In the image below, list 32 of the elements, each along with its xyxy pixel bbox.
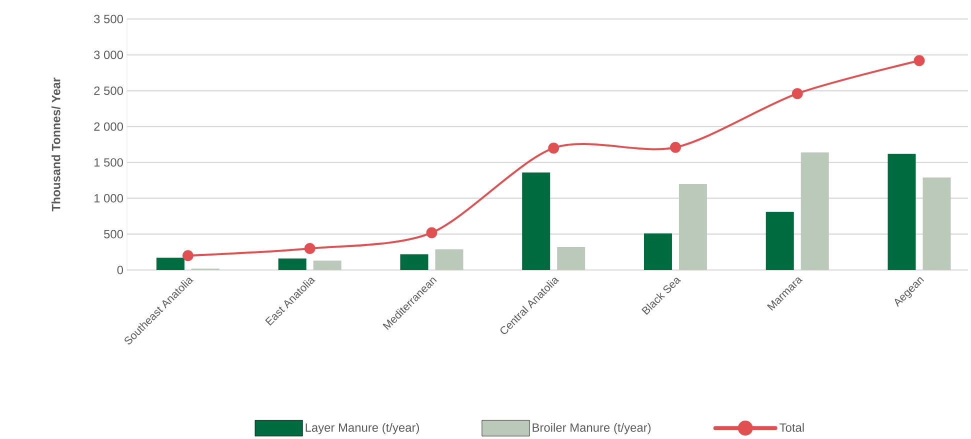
y-tick-label: 2 000 xyxy=(94,122,124,131)
bar xyxy=(922,177,951,270)
legend-label: Broiler Manure (t/year) xyxy=(532,423,651,434)
point xyxy=(182,250,194,262)
point xyxy=(426,227,438,238)
point xyxy=(792,88,803,100)
y-tick-label: 1 500 xyxy=(94,158,124,167)
bar xyxy=(522,172,550,270)
y-axis-title: Thousand Tonnes/ Year xyxy=(52,78,60,212)
bar xyxy=(313,260,342,270)
point xyxy=(914,55,925,66)
bar xyxy=(156,258,184,270)
y-tick-label: 500 xyxy=(104,230,124,238)
point xyxy=(670,142,681,153)
point xyxy=(304,243,316,254)
bar xyxy=(400,254,428,270)
bar xyxy=(278,258,306,270)
bar xyxy=(435,249,464,270)
y-tick-label: 1 000 xyxy=(94,194,124,203)
bar xyxy=(766,212,794,270)
bar xyxy=(557,247,586,270)
bar xyxy=(800,152,829,270)
y-tick-label: 2 500 xyxy=(94,86,124,95)
legend-label: Total xyxy=(780,423,804,432)
bar xyxy=(888,154,916,270)
y-tick-label: 3 000 xyxy=(94,50,124,60)
point xyxy=(548,142,560,154)
bar xyxy=(678,184,707,270)
bar xyxy=(644,233,672,270)
y-tick-label: 0 xyxy=(117,266,124,274)
y-tick-label: 3 500 xyxy=(94,14,124,24)
legend-label: Layer Manure (t/year) xyxy=(306,423,419,434)
